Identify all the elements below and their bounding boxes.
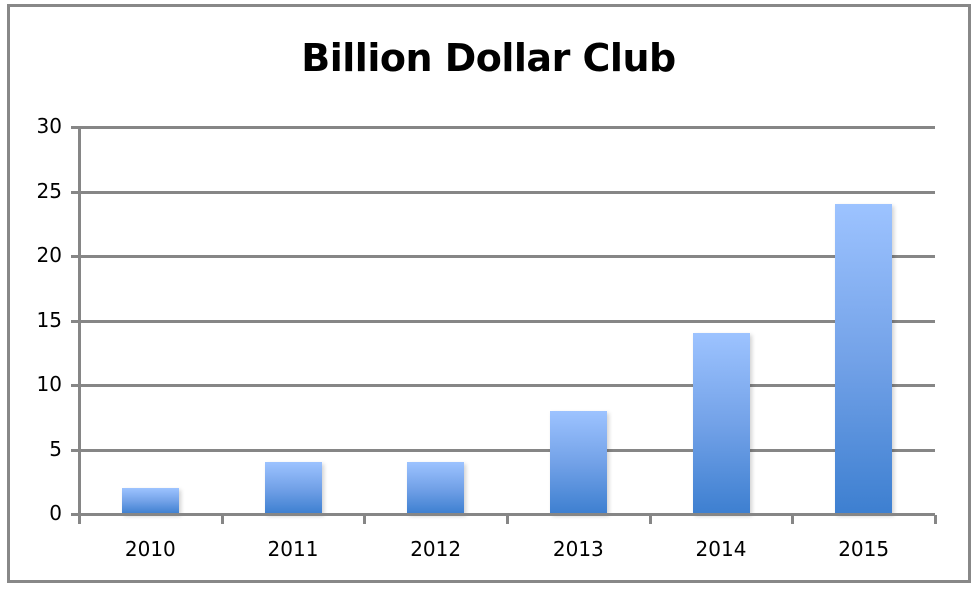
x-tick-label: 2015 [838, 537, 890, 561]
gridline [71, 255, 935, 258]
x-tick-label: 2012 [410, 537, 462, 561]
x-tick-mark [791, 515, 795, 524]
y-tick-label: 30 [36, 114, 62, 138]
bar-2013 [549, 410, 607, 514]
y-tick-label: 25 [36, 178, 62, 203]
x-tick-label: 2010 [124, 537, 176, 561]
x-axis-line [71, 513, 935, 516]
y-tick-label: 10 [36, 372, 62, 396]
bar-2014 [692, 333, 750, 514]
bar-2010 [121, 488, 179, 514]
x-tick-label: 2014 [695, 537, 747, 561]
gridline [71, 126, 935, 129]
x-tick-mark [78, 515, 81, 524]
y-tick-label: 15 [36, 307, 62, 332]
y-tick-label: 20 [36, 243, 62, 267]
x-tick-label: 2011 [267, 537, 319, 561]
gridline [71, 190, 935, 194]
x-tick-mark [648, 515, 652, 524]
x-tick-mark [363, 515, 367, 524]
bar-2012 [407, 462, 465, 514]
gridline [71, 319, 935, 323]
gridline [71, 384, 935, 387]
plot-area [71, 126, 937, 524]
y-tick-label: 0 [49, 501, 62, 525]
y-tick-label: 5 [49, 436, 62, 461]
chart-frame [7, 4, 971, 583]
bar-2011 [264, 462, 322, 514]
x-tick-label: 2013 [552, 537, 604, 561]
x-tick-mark [506, 515, 509, 524]
bar-2015 [835, 204, 893, 514]
chart-title: Billion Dollar Club [301, 36, 676, 80]
x-tick-mark [220, 515, 224, 524]
gridline [71, 448, 935, 452]
x-tick-mark [934, 515, 937, 524]
